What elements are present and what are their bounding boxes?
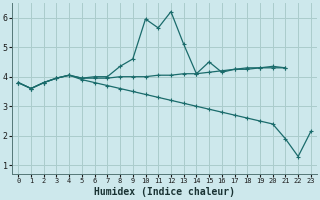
X-axis label: Humidex (Indice chaleur): Humidex (Indice chaleur) xyxy=(94,187,235,197)
